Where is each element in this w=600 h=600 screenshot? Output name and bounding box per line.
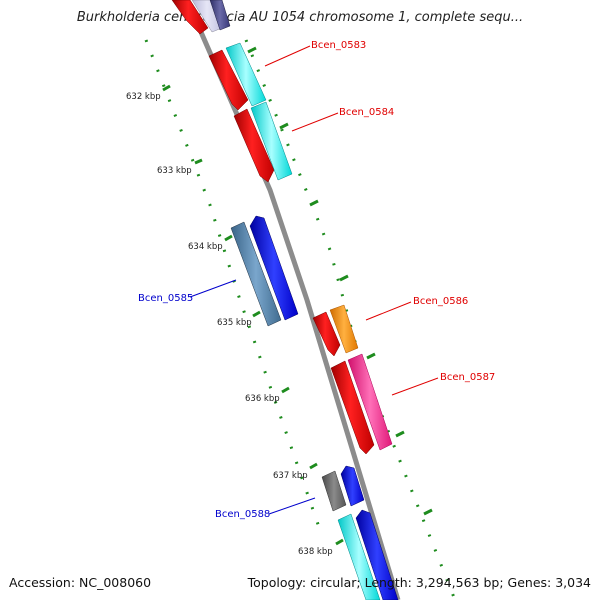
tick-mark	[309, 199, 319, 207]
tick-label: 636 kbp	[245, 394, 280, 404]
gene-arrow[interactable]	[230, 221, 282, 327]
gene-arrow[interactable]	[171, 0, 209, 35]
gene-arrow[interactable]	[312, 311, 341, 357]
tick-mark	[309, 462, 318, 470]
gene-label-bcen-0587[interactable]: Bcen_0587	[440, 372, 495, 383]
tick-label: 632 kbp	[126, 92, 161, 102]
tick-mark	[423, 508, 433, 516]
gene-arrow[interactable]	[355, 509, 399, 600]
gene-feature-bottom-partial[interactable]	[337, 509, 399, 600]
tick-mark	[162, 84, 171, 92]
tick-label: 635 kbp	[217, 318, 252, 328]
gene-feature-top-partial[interactable]	[171, 0, 231, 35]
gene-label-leader	[189, 279, 237, 298]
tick-mark	[366, 352, 376, 360]
summary-text: Topology: circular; Length: 3,294,563 bp…	[247, 575, 591, 590]
gene-arrow[interactable]	[321, 470, 347, 512]
accession-text: Accession: NC_008060	[9, 575, 152, 590]
tick-label: 638 kbp	[298, 547, 333, 557]
gene-bcen-0587[interactable]	[330, 353, 393, 455]
gene-label-leader	[264, 45, 311, 67]
gene-bcen-0584[interactable]	[233, 101, 293, 183]
gene-arrow[interactable]	[208, 49, 249, 111]
tick-track-right	[244, 39, 457, 600]
tick-mark	[224, 234, 233, 242]
gene-arrow[interactable]	[209, 0, 231, 31]
gene-label-bcen-0584[interactable]: Bcen_0584	[339, 107, 394, 118]
tick-label: 633 kbp	[157, 166, 192, 176]
gene-bcen-0588[interactable]	[321, 465, 365, 512]
tick-label: 634 kbp	[188, 242, 223, 252]
gene-bcen-0583[interactable]	[208, 42, 267, 111]
gene-arrow[interactable]	[233, 108, 275, 183]
tick-track-left	[144, 39, 322, 531]
gene-label-leader	[291, 112, 339, 132]
gene-label-bcen-0585[interactable]: Bcen_0585	[138, 293, 193, 304]
tick-mark	[335, 538, 344, 546]
tick-label: 637 kbp	[273, 471, 308, 481]
gene-arrow[interactable]	[225, 42, 267, 107]
tick-mark	[339, 274, 349, 282]
gene-arrow[interactable]	[347, 353, 393, 451]
gene-arrow[interactable]	[250, 101, 293, 181]
gene-bcen-0586[interactable]	[312, 304, 359, 357]
tick-mark	[194, 158, 203, 165]
gene-bcen-0585[interactable]	[230, 215, 299, 327]
tick-mark	[247, 46, 257, 54]
gene-arrow[interactable]	[337, 513, 381, 600]
gene-label-leader	[365, 301, 412, 321]
gene-arrow[interactable]	[249, 215, 299, 321]
gene-label-leader	[391, 377, 439, 396]
gene-arrow[interactable]	[340, 465, 365, 507]
gene-label-bcen-0586[interactable]: Bcen_0586	[413, 296, 468, 307]
gene-arrow[interactable]	[329, 304, 359, 354]
tick-mark	[395, 430, 405, 438]
tick-mark	[252, 310, 261, 318]
gene-label-bcen-0583[interactable]: Bcen_0583	[311, 40, 366, 51]
tick-group: 632 kbp 633 kbp 634 kbp 635 kbp 636 kbp …	[126, 46, 433, 557]
gene-label-leader	[268, 497, 316, 515]
tick-mark	[281, 386, 290, 394]
gene-label-bcen-0588[interactable]: Bcen_0588	[215, 509, 270, 520]
gene-arrow[interactable]	[330, 360, 375, 455]
tick-mark	[279, 122, 289, 130]
